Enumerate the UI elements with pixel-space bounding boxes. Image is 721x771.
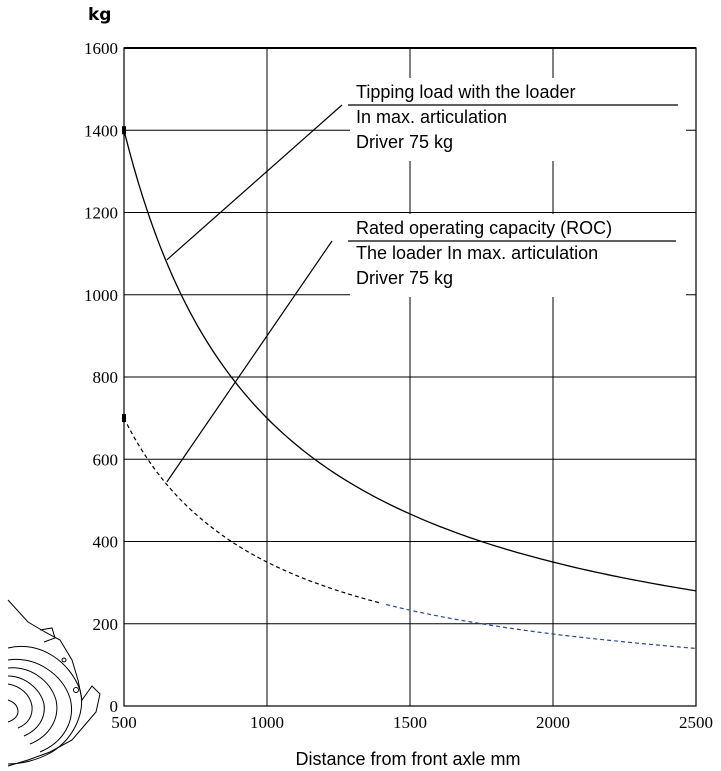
y-tick-label: 1400 xyxy=(84,121,118,140)
annotation-line: Driver 75 kg xyxy=(356,268,453,288)
y-tick-label: 0 xyxy=(110,697,119,716)
x-tick-label: 2500 xyxy=(679,713,713,732)
annotation-line: Driver 75 kg xyxy=(356,132,453,152)
y-tick-label: 400 xyxy=(93,533,119,552)
annotation-text-layer: Tipping load with the loader In max. arti… xyxy=(348,78,686,297)
annotation-leader-lines xyxy=(166,104,343,483)
series-line-tipping xyxy=(123,130,697,592)
x-axis-title: Distance from front axle mm xyxy=(295,749,520,769)
annotation-leader xyxy=(166,104,343,261)
x-tick-label: 2000 xyxy=(536,713,570,732)
annotation-line: The loader In max. articulation xyxy=(356,243,598,263)
wheel-illustration xyxy=(7,599,101,767)
y-tick-label: 1000 xyxy=(84,286,118,305)
y-tick-label: 600 xyxy=(93,450,119,469)
x-tick-label: 500 xyxy=(111,713,137,732)
annotation-backdrop xyxy=(350,78,686,161)
series-start-marker xyxy=(122,414,126,423)
series-layer xyxy=(122,126,697,650)
y-tick-label: 200 xyxy=(93,615,119,634)
annotation-leader xyxy=(166,240,333,483)
y-tick-label: 800 xyxy=(93,368,119,387)
x-tick-label: 1500 xyxy=(393,713,427,732)
annotation-backdrop xyxy=(350,214,686,297)
y-tick-label: 1600 xyxy=(84,39,118,58)
series-line-roc xyxy=(123,417,381,604)
annotation-line: Tipping load with the loader xyxy=(356,82,575,102)
annotation-line: In max. articulation xyxy=(356,107,507,127)
series-line-roc-tail xyxy=(386,603,697,650)
y-tick-label: 1200 xyxy=(84,204,118,223)
annotation-line: Rated operating capacity (ROC) xyxy=(356,218,612,238)
tick-labels: 500 1000 1500 2000 2500 0 200 400 600 800 1000 1200… xyxy=(84,39,713,732)
x-tick-label: 1000 xyxy=(250,713,284,732)
series-start-marker xyxy=(122,126,126,135)
y-axis-unit-label: kg xyxy=(88,5,111,25)
